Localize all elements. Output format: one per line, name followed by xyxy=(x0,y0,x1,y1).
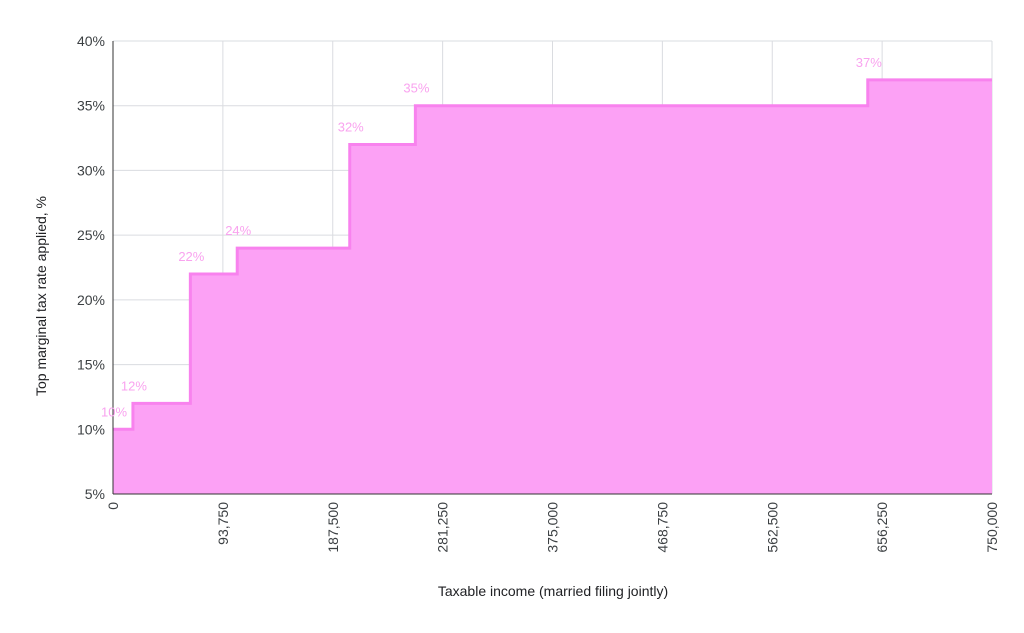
x-tick-label: 656,250 xyxy=(874,502,890,553)
x-tick-label: 0 xyxy=(105,502,121,510)
data-label: 24% xyxy=(225,223,251,238)
area-series xyxy=(113,78,992,494)
tax-rate-step-line xyxy=(113,78,992,431)
data-label: 35% xyxy=(403,81,429,96)
y-tick-label: 25% xyxy=(77,227,105,243)
data-label: 37% xyxy=(856,55,882,70)
y-tick-label: 10% xyxy=(77,421,105,437)
y-tick-labels: 5% 10% 15% 20% 25% 30% 35% 40% xyxy=(77,33,105,502)
y-tick-label: 30% xyxy=(77,162,105,178)
data-label: 32% xyxy=(338,120,364,135)
axes xyxy=(112,41,992,495)
data-label: 10% xyxy=(101,404,127,419)
y-tick-label: 5% xyxy=(85,486,105,502)
y-tick-label: 35% xyxy=(77,98,105,114)
x-tick-label: 281,250 xyxy=(435,502,451,553)
x-tick-label: 375,000 xyxy=(545,502,561,553)
x-axis-title: Taxable income (married filing jointly) xyxy=(438,583,668,599)
y-tick-label: 40% xyxy=(77,33,105,49)
x-tick-label: 468,750 xyxy=(654,502,670,553)
data-label: 12% xyxy=(121,378,147,393)
x-tick-label: 750,000 xyxy=(984,502,1000,553)
x-tick-label: 187,500 xyxy=(325,502,341,553)
x-tick-label: 562,500 xyxy=(764,502,780,553)
y-tick-label: 15% xyxy=(77,357,105,373)
tax-rate-area xyxy=(113,79,992,494)
data-label: 22% xyxy=(178,249,204,264)
y-tick-label: 20% xyxy=(77,292,105,308)
x-tick-label: 93,750 xyxy=(215,502,231,545)
x-tick-labels: 0 93,750 187,500 281,250 375,000 468,750 562,5… xyxy=(105,502,1000,553)
data-labels: 10% 12% 22% 24% 32% 35% 37% xyxy=(101,55,882,419)
y-axis-title: Top marginal tax rate applied, % xyxy=(33,196,49,396)
